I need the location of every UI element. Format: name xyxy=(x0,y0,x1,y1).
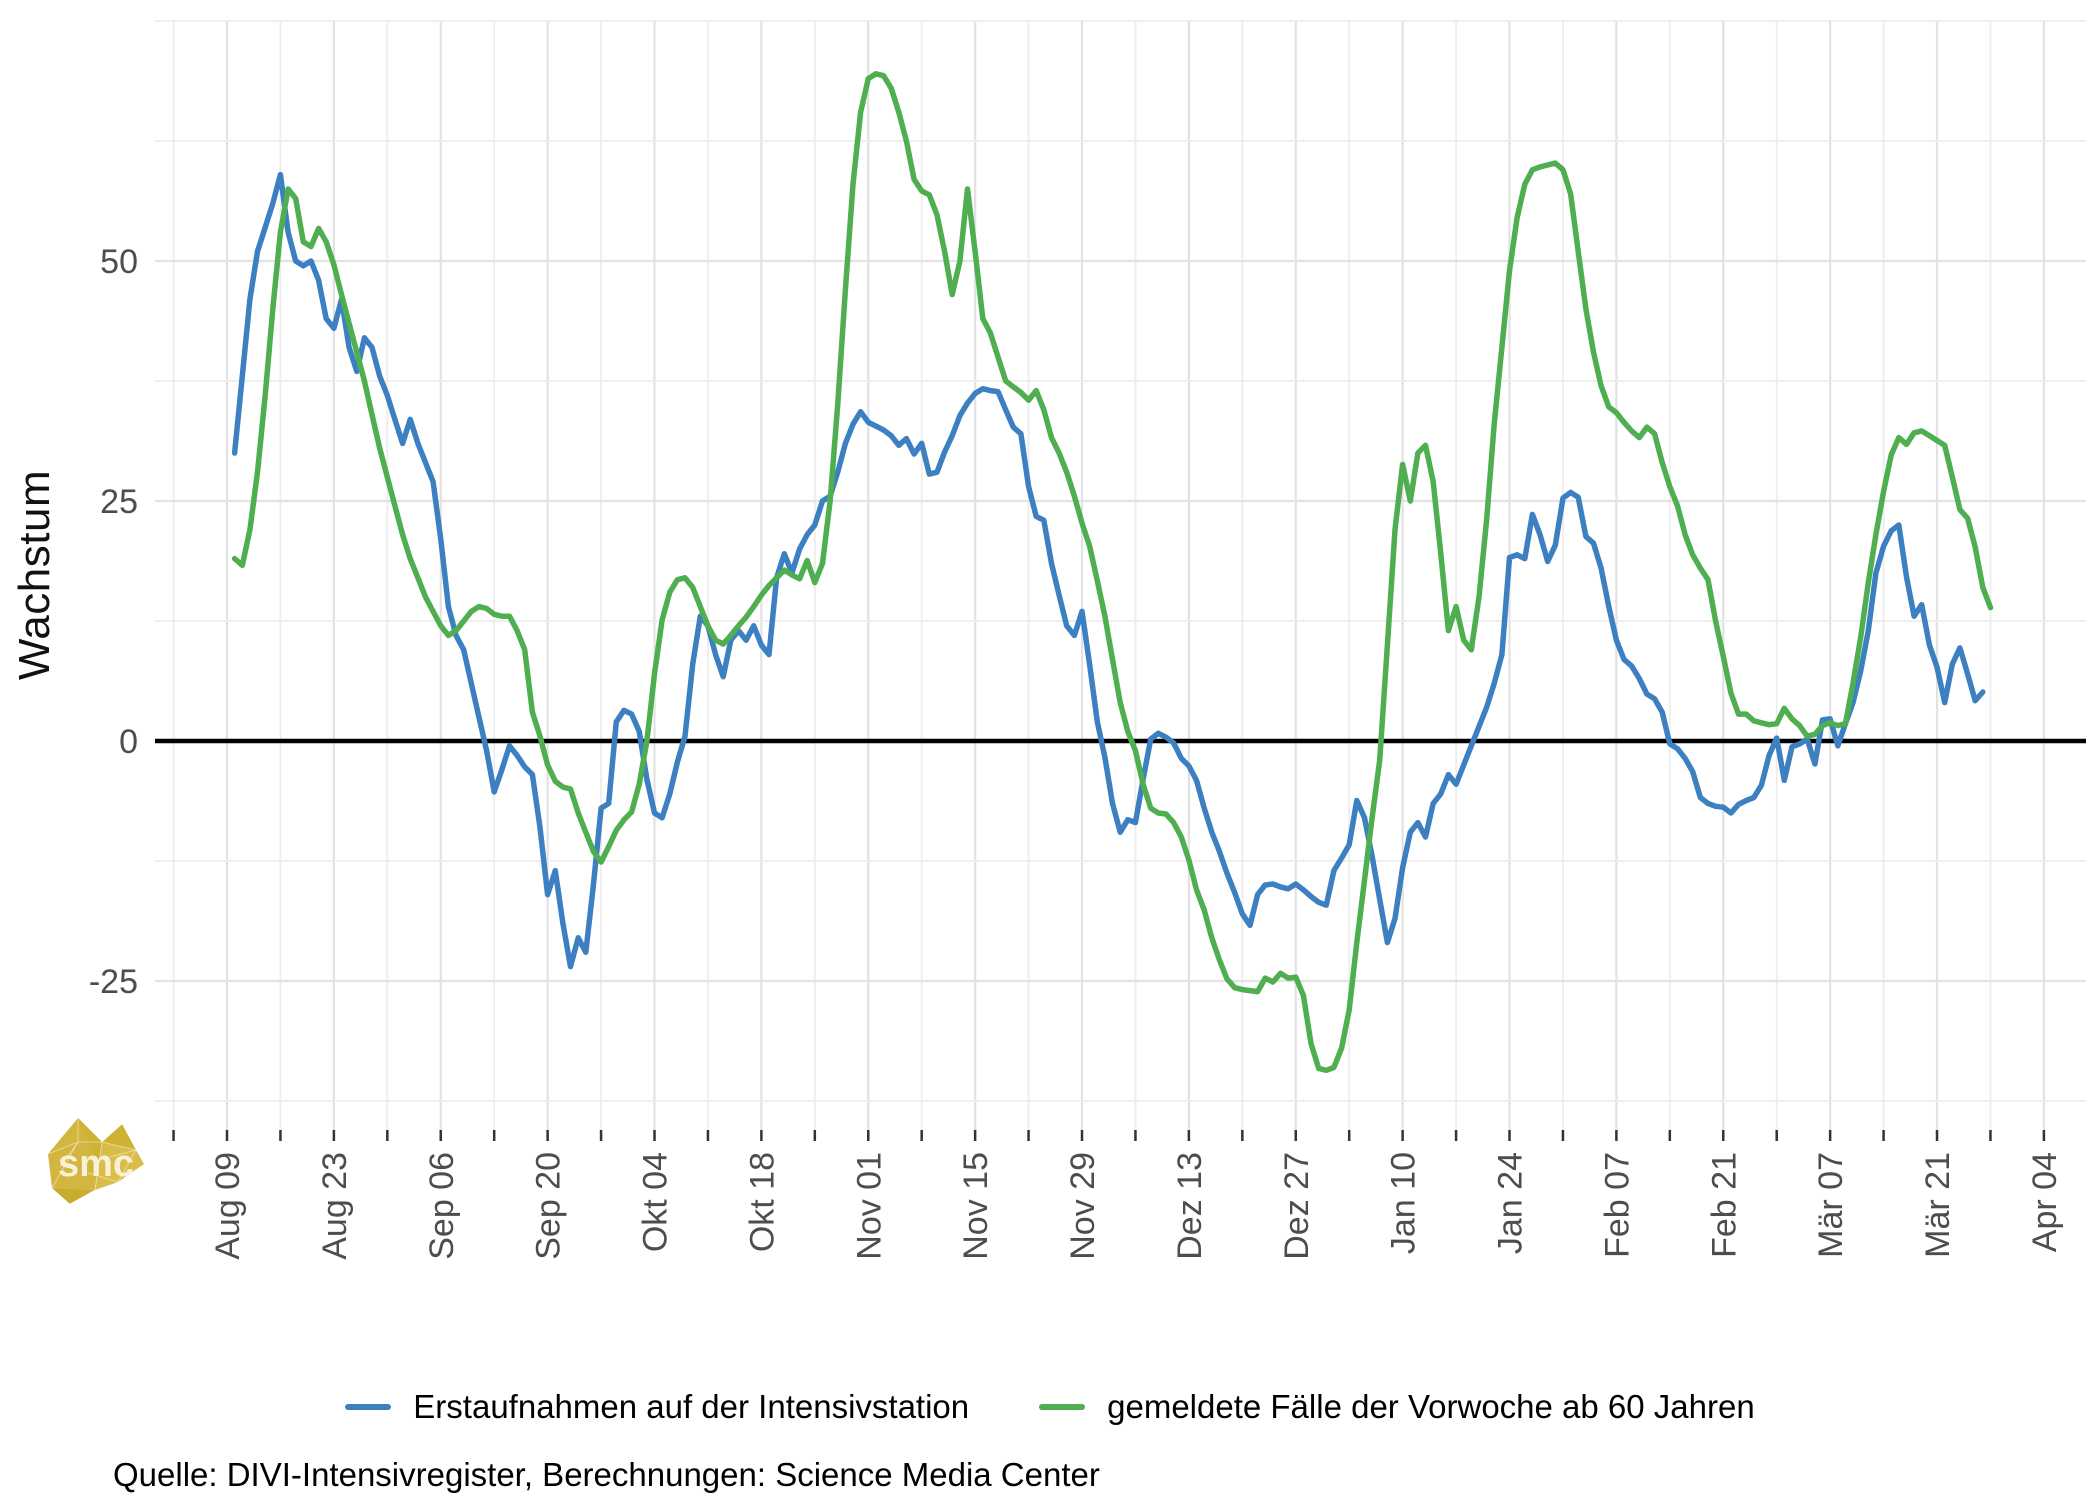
legend-item-cases60: gemeldete Fälle der Vorwoche ab 60 Jahre… xyxy=(1039,1388,1755,1426)
legend-item-icu: Erstaufnahmen auf der Intensivstation xyxy=(345,1388,969,1426)
y-axis-title: Wachstum xyxy=(10,469,59,681)
smc-logo: smc xyxy=(47,1118,144,1205)
x-tick-label: Nov 01 xyxy=(850,1152,888,1260)
x-tick-label: Apr 04 xyxy=(2026,1152,2064,1252)
legend-swatch-blue-line-icon xyxy=(345,1404,392,1410)
y-tick-label: -25 xyxy=(89,963,138,1001)
x-tick-label: Okt 18 xyxy=(743,1152,781,1252)
series-line-cases60 xyxy=(231,71,1994,1074)
y-tick-label: 25 xyxy=(100,483,138,521)
y-tick-label: 0 xyxy=(119,723,138,761)
x-tick-label: Mär 21 xyxy=(1919,1152,1957,1258)
smc-logo-text: smc xyxy=(58,1143,134,1185)
x-tick-label: Feb 21 xyxy=(1705,1152,1743,1258)
x-tick-label: Jan 24 xyxy=(1492,1152,1530,1254)
legend-label-icu: Erstaufnahmen auf der Intensivstation xyxy=(413,1388,970,1425)
x-tick-label: Sep 06 xyxy=(423,1152,461,1260)
x-tick-label: Nov 29 xyxy=(1064,1152,1102,1260)
y-tick-label: 50 xyxy=(100,243,138,281)
series-line-icu xyxy=(231,171,1986,970)
x-tick-label: Dez 27 xyxy=(1278,1152,1316,1260)
x-tick-label: Aug 23 xyxy=(316,1152,354,1260)
x-tick-label: Jan 10 xyxy=(1385,1152,1423,1254)
x-tick-label: Sep 20 xyxy=(530,1152,568,1260)
x-tick-label: Mär 07 xyxy=(1812,1152,1850,1258)
x-tick-label: Nov 15 xyxy=(957,1152,995,1260)
legend-label-cases60: gemeldete Fälle der Vorwoche ab 60 Jahre… xyxy=(1107,1388,1755,1425)
x-tick-label: Dez 13 xyxy=(1171,1152,1209,1260)
legend-swatch-green-line-icon xyxy=(1039,1404,1086,1410)
x-tick-label: Okt 04 xyxy=(637,1152,675,1252)
x-tick-label: Aug 09 xyxy=(209,1152,247,1260)
x-tick-label: Feb 07 xyxy=(1598,1152,1636,1258)
source-note: Quelle: DIVI-Intensivregister, Berechnun… xyxy=(113,1456,1100,1493)
chart-legend: Erstaufnahmen auf der Intensivstation ge… xyxy=(0,1388,2100,1426)
